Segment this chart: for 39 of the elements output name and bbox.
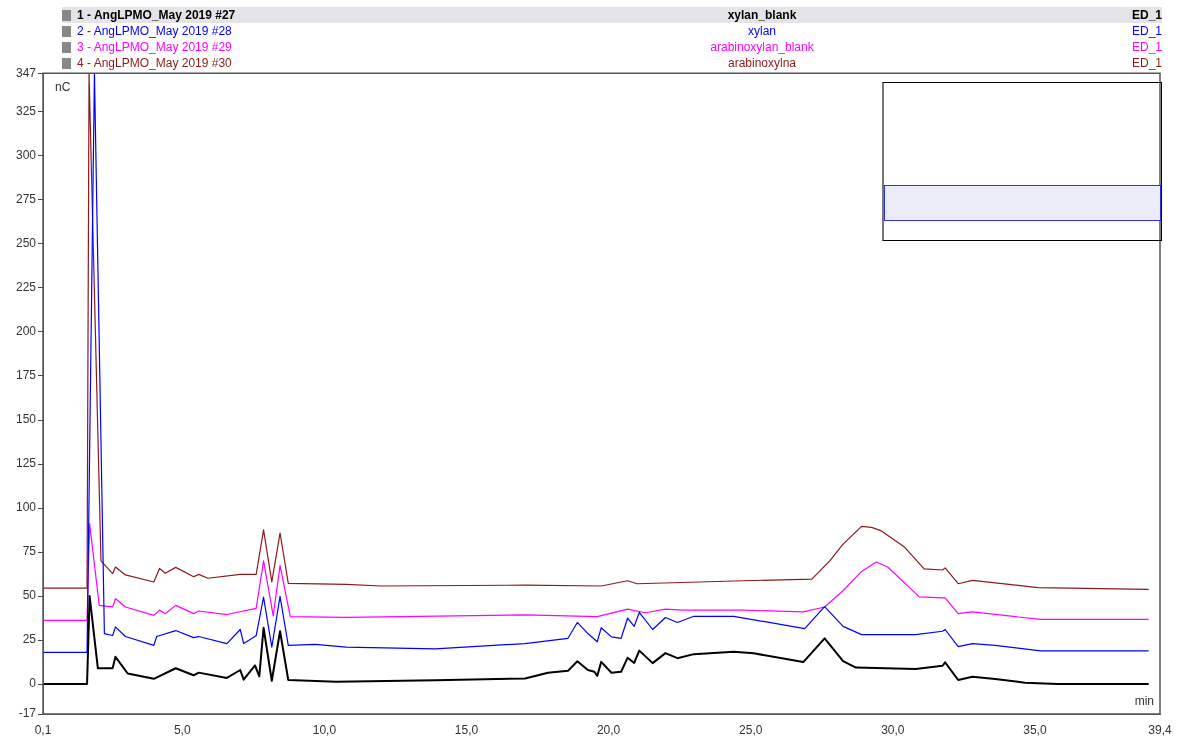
x-tick-label: 5,0: [173, 722, 191, 737]
text: ED_1: [1130, 39, 1162, 55]
y-tick-label: 200: [15, 324, 37, 339]
y-tick-label: 125: [15, 456, 37, 471]
y-tick-label: 225: [15, 280, 37, 295]
text: ED_1: [1130, 7, 1162, 23]
text: ED_1: [1130, 55, 1162, 71]
y-tick-label: 0: [29, 676, 37, 691]
series-label: 4 - AngLPMO_May 2019 #30: [77, 55, 232, 71]
text: 2 - AngLPMO_May 2019 #28: [77, 23, 232, 39]
text: xylan_blank: [726, 7, 798, 23]
y-tick-label: 275: [15, 192, 37, 207]
text: arabinoxylna: [726, 55, 797, 71]
x-tick-label: 35,0: [1023, 722, 1047, 737]
y-tick-label: 175: [15, 368, 37, 383]
y-tick-label: 25: [22, 632, 37, 647]
text: 1 - AngLPMO_May 2019 #27: [77, 7, 236, 23]
y-tick-label: 100: [15, 500, 37, 515]
y-tick-label: 75: [22, 544, 37, 559]
x-tick-label: 10,0: [312, 722, 337, 737]
text: xylan: [747, 23, 777, 39]
y-tick-label: -17: [18, 706, 37, 721]
x-tick-label: 15,0: [454, 722, 479, 737]
y-tick-label: 150: [15, 412, 37, 427]
x-tick-label: 25,0: [739, 722, 763, 737]
x-tick-label: 30,0: [881, 722, 905, 737]
x-axis-title: min: [1134, 694, 1154, 709]
y-tick-label: 50: [22, 588, 37, 603]
text: arabinoxylan_blank: [709, 39, 815, 55]
x-tick-label: 39,4: [1148, 722, 1172, 737]
y-tick-label: 250: [15, 236, 37, 251]
x-tick-label: 20,0: [596, 722, 621, 737]
y-tick-label: 347: [15, 65, 37, 80]
y-axis-title: nC: [55, 79, 71, 94]
y-tick-label: 300: [15, 148, 37, 163]
y-tick-label: 325: [15, 104, 37, 119]
text: 3 - AngLPMO_May 2019 #29: [77, 39, 232, 55]
x-tick-label: 0,1: [34, 722, 52, 737]
text: ED_1: [1130, 23, 1162, 39]
